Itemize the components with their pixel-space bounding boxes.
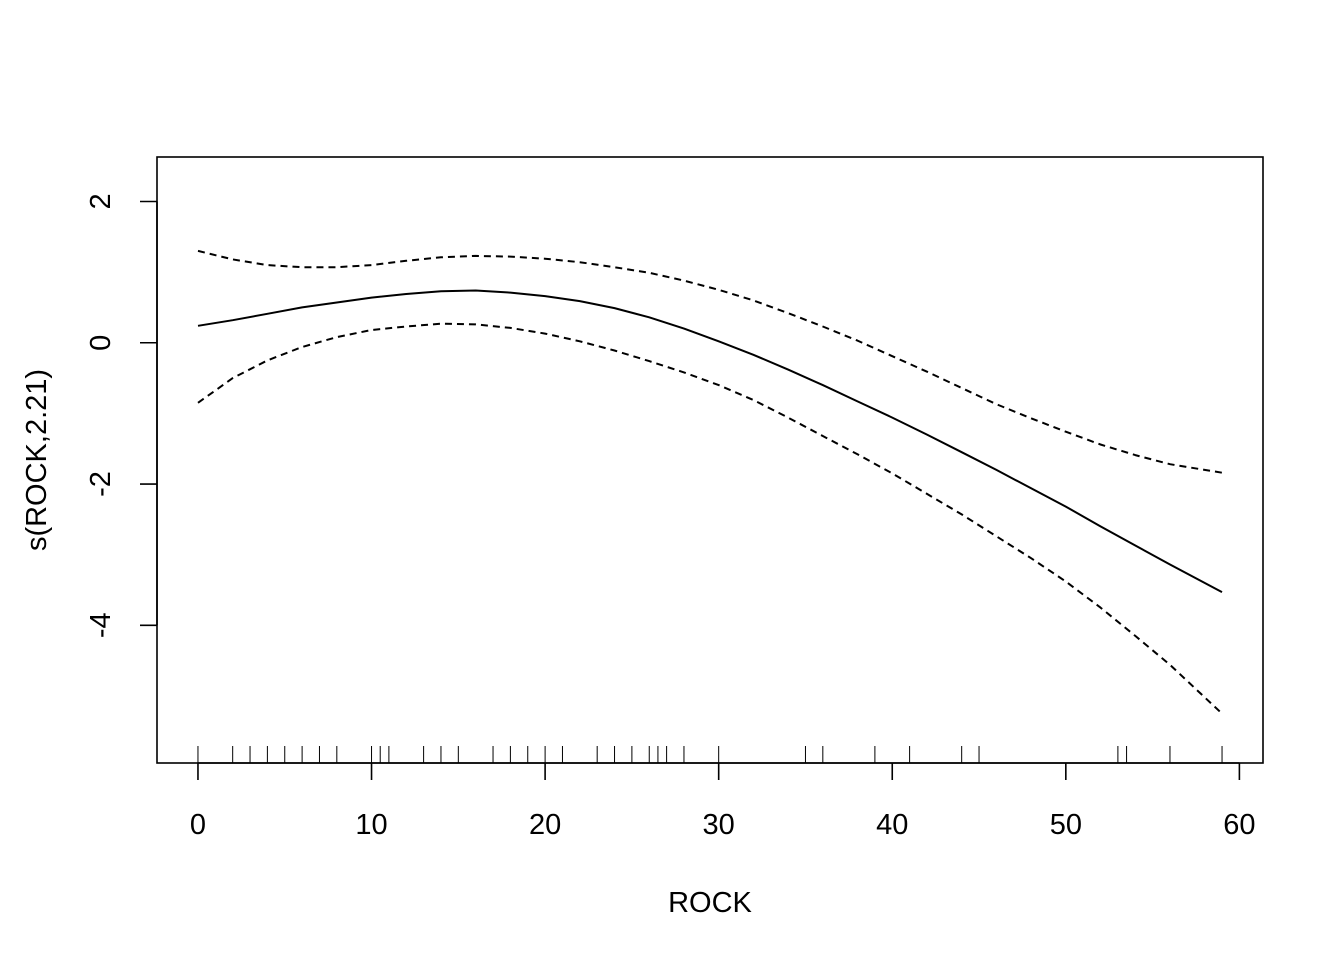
x-tick-label: 10 [355,809,387,841]
confidence-band-line [197,322,1223,715]
y-axis: 2 0 -2 -4 [85,193,158,638]
x-tick-label: 50 [1050,809,1082,841]
x-tick-label: 60 [1223,809,1255,841]
y-tick-label: -2 [85,471,117,497]
y-tick-label: 0 [85,335,117,351]
x-axis-label: ROCK [668,887,752,919]
x-tick-label: 30 [703,809,735,841]
y-tick-label: 2 [85,193,117,209]
y-tick-label: -4 [85,612,117,638]
series-layer [197,249,1223,715]
y-axis-label: s(ROCK,2.21) [21,369,53,551]
x-tick-label: 20 [529,809,561,841]
smooth-fit-line [197,289,1223,593]
x-tick-label: 0 [190,809,206,841]
rug [197,746,1223,763]
x-tick-label: 40 [876,809,908,841]
confidence-band-line [197,249,1223,474]
x-axis: 0 10 20 30 40 50 60 [190,762,1256,841]
plot-frame [156,156,1264,764]
